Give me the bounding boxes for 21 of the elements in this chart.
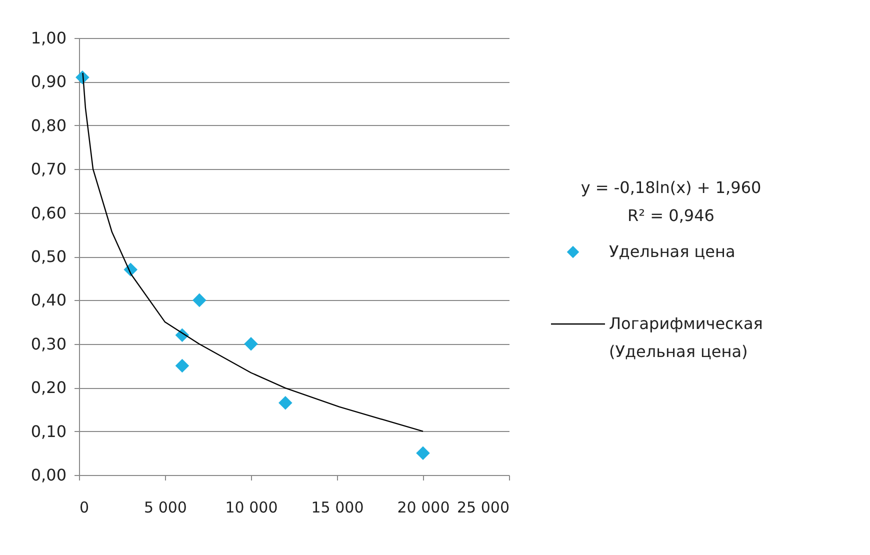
y-tick-label: 0,70 [30, 160, 66, 179]
y-tick-label: 0,60 [30, 203, 66, 222]
y-tick-label: 0,20 [30, 378, 66, 398]
y-tick-label: 0,80 [30, 116, 66, 135]
x-tick-label: 25 000 [457, 498, 510, 516]
legend-label: Логарифмическая (Удельная цена) [609, 314, 763, 361]
y-tick-label: 0,00 [30, 466, 66, 484]
y-tick-label: 0,40 [30, 290, 66, 310]
y-tick-label: 0,30 [30, 334, 66, 354]
x-tick-label: 0 [80, 498, 90, 516]
x-tick-label: 20 000 [397, 498, 450, 516]
x-tick-label: 5 000 [144, 498, 187, 516]
y-tick-label: 0,10 [30, 422, 66, 441]
y-tick-label: 0,90 [30, 72, 66, 92]
text: R² = 0,946 [628, 206, 714, 225]
y-tick-label: 1,00 [30, 28, 66, 48]
y-tick-label: 0,50 [30, 247, 66, 266]
legend-label: Удельная цена [609, 242, 736, 261]
x-tick-label: 10 000 [225, 498, 278, 516]
x-tick-label: 15 000 [311, 498, 364, 516]
text: y = -0,18ln(x) + 1,960 [580, 178, 762, 197]
